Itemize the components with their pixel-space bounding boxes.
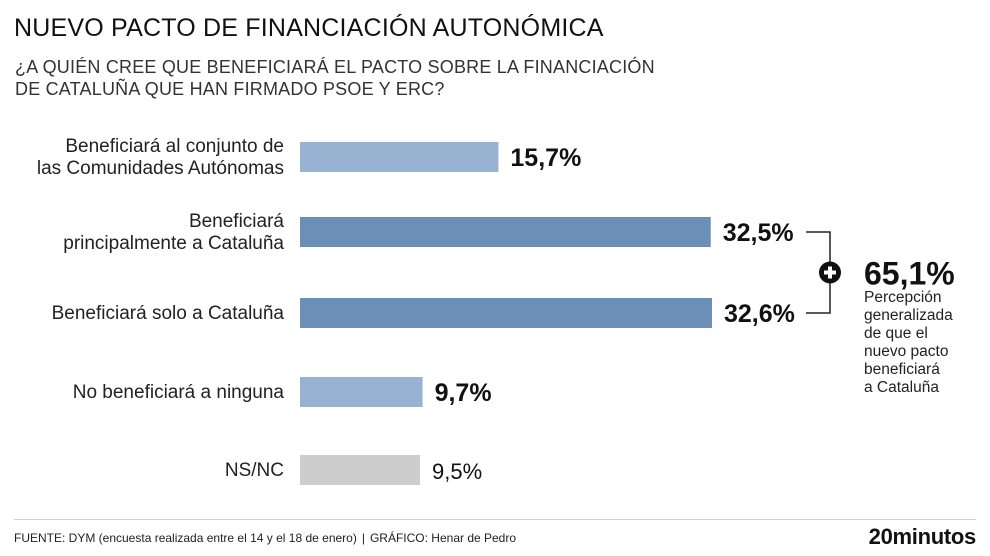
bar <box>300 298 712 328</box>
footer-separator: | <box>361 531 365 545</box>
sum-label: 65,1% <box>864 256 955 292</box>
category-label: NS/NC <box>225 460 284 481</box>
category-label-line: Beneficiará <box>189 211 284 232</box>
subtitle-line-2: DE CATALUÑA QUE HAN FIRMADO PSOE Y ERC? <box>15 79 445 99</box>
data-label: 9,7% <box>435 379 492 407</box>
annotation-note-line: generalizada <box>864 307 953 324</box>
brand-logo: 20minutos <box>868 524 977 550</box>
chart-title: NUEVO PACTO DE FINANCIACIÓN AUTONÓMICA <box>14 14 604 42</box>
bar <box>300 455 421 485</box>
annotation-note-line: Percepción <box>864 289 942 306</box>
footer-divider <box>14 519 976 520</box>
plus-icon <box>819 261 841 284</box>
category-label: Beneficiará principalmente a Cataluña <box>63 211 284 254</box>
chart-subtitle: ¿A QUIÉN CREE QUE BENEFICIARÁ EL PACTO S… <box>15 56 715 100</box>
category-label: Beneficiará solo a Cataluña <box>52 303 285 324</box>
plus-icon-v <box>828 266 832 279</box>
annotation-note-line: a Cataluña <box>864 379 939 396</box>
annotation-note: Percepción generalizada de que el nuevo pac… <box>864 289 953 396</box>
subtitle-line-1: ¿A QUIÉN CREE QUE BENEFICIARÁ EL PACTO S… <box>15 57 655 77</box>
annotation-note-line: beneficiará <box>864 361 940 378</box>
logo-number: 20 <box>868 524 893 549</box>
logo-text: minutos <box>892 524 977 549</box>
source-text: FUENTE: DYM (encuesta realizada entre el… <box>14 531 357 545</box>
data-label: 9,5% <box>432 459 482 484</box>
bar <box>300 217 711 247</box>
category-label-line: las Comunidades Autónomas <box>37 158 284 179</box>
annotation-note-line: nuevo pacto <box>864 343 948 360</box>
category-label-line: Beneficiará al conjunto de <box>65 136 284 157</box>
data-label: 32,5% <box>723 219 794 247</box>
annotation-note-line: de que el <box>864 325 928 342</box>
category-label-line: principalmente a Cataluña <box>63 233 284 254</box>
category-label: Beneficiará al conjunto de las Comunidade… <box>37 136 284 179</box>
data-label: 32,6% <box>724 300 795 328</box>
source-credit: FUENTE: DYM (encuesta realizada entre el… <box>14 531 516 545</box>
data-label: 15,7% <box>510 144 581 172</box>
category-label: No beneficiará a ninguna <box>73 382 285 403</box>
category-label-line: No beneficiará a ninguna <box>73 382 285 403</box>
bar <box>300 142 499 172</box>
graphic-credit: GRÁFICO: Henar de Pedro <box>369 531 517 545</box>
bar <box>300 377 423 407</box>
category-label-line: Beneficiará solo a Cataluña <box>52 303 285 324</box>
category-label-line: NS/NC <box>225 460 284 481</box>
